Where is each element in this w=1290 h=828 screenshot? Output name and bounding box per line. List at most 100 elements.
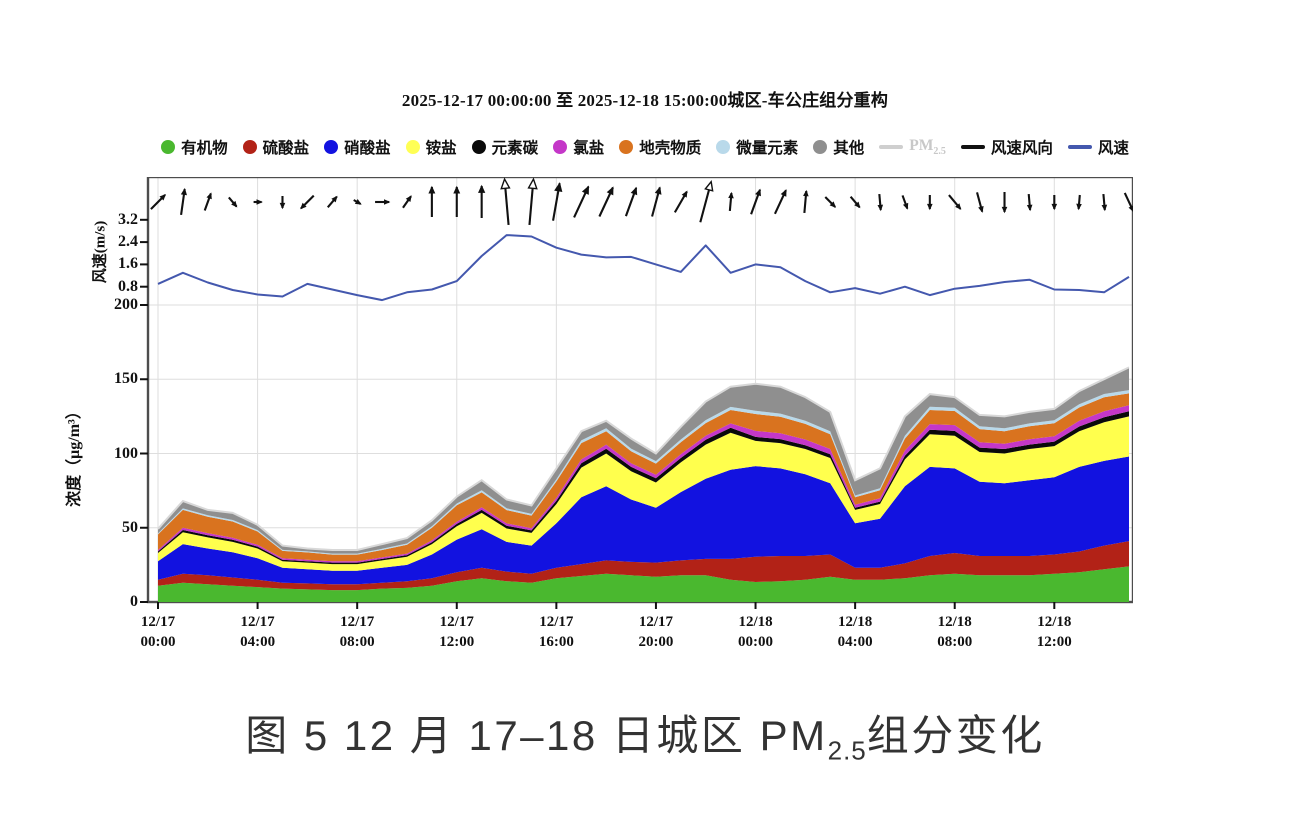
wind-axis-label: 风速(m/s) (92, 220, 109, 284)
legend: 有机物 硫酸盐 硝酸盐 铵盐 元素碳 氯盐 地壳物质 微量元素 其他 PM2.5 风速风向 风速 (0, 136, 1290, 158)
wind-arrow-head (755, 188, 761, 197)
x-tick-label: 12/17 16:00 (538, 614, 574, 651)
caption-subscript: 2.5 (827, 735, 867, 766)
legend-item-元素碳: 元素碳 (471, 136, 539, 158)
wind-arrow-head (500, 177, 511, 190)
legend-label: 硫酸盐 (262, 140, 310, 157)
legend-swatch (405, 140, 420, 154)
x-tick-label: 12/18 08:00 (937, 614, 973, 651)
x-tick-label: 12/18 04:00 (837, 614, 873, 651)
stack-area-硫酸盐 (158, 541, 1129, 591)
legend-item-铵盐: 铵盐 (405, 136, 457, 158)
wind-arrow-head (581, 185, 589, 195)
legend-label: 元素碳 (491, 140, 539, 157)
legend-label: 风速风向 (990, 140, 1053, 157)
legend-item-风速: 风速 (1067, 136, 1129, 158)
x-tick-label: 12/17 12:00 (439, 614, 475, 651)
wind-arrow-head (331, 195, 338, 203)
legend-swatch (879, 145, 904, 149)
wind-arrow-head (1001, 206, 1008, 214)
conc-y-tick-label: 0 (130, 593, 138, 610)
wind-arrow-head (927, 203, 933, 211)
figure-caption: 图 5 12 月 17–18 日城区 PM2.5组分变化 (0, 702, 1290, 766)
stack-area-铵盐 (158, 416, 1129, 571)
wind-arrow-head (405, 195, 412, 203)
wind-arrow-head (478, 184, 486, 193)
x-tick-label: 12/17 00:00 (140, 614, 176, 651)
wind-arrow-head (206, 192, 212, 200)
legend-swatch (716, 140, 731, 154)
conc-y-tick-label: 100 (114, 444, 138, 462)
legend-item-硝酸盐: 硝酸盐 (324, 136, 391, 158)
wind-arrow-head (978, 206, 984, 213)
legend-item-氯盐: 氯盐 (553, 136, 604, 158)
legend-item-地壳物质: 地壳物质 (619, 136, 701, 158)
wind-y-tick-label: 3.2 (118, 210, 138, 228)
x-tick-label: 12/18 00:00 (738, 614, 774, 651)
conc-y-tick-label: 50 (122, 518, 138, 536)
x-tick-label: 12/17 20:00 (638, 614, 674, 651)
legend-label: 地壳物质 (639, 140, 702, 157)
legend-swatch (471, 140, 486, 154)
legend-label: 硝酸盐 (344, 140, 391, 157)
wind-arrow-head (384, 199, 391, 205)
wind-arrow-head (829, 201, 837, 208)
wind-y-tick-label: 1.6 (118, 255, 138, 273)
wind-arrow-shaft (504, 187, 510, 226)
wind-y-tick-label: 2.4 (118, 233, 138, 251)
legend-label: 有机物 (181, 140, 228, 157)
legend-swatch (161, 140, 176, 154)
caption-text-suffix: 组分变化 (866, 712, 1045, 759)
wind-arrow-head (681, 190, 688, 198)
wind-arrow-head (279, 202, 286, 210)
legend-swatch (619, 140, 634, 154)
stack-area-硝酸盐 (158, 456, 1129, 585)
legend-label: 微量元素 (736, 140, 799, 157)
wind-arrow-shaft (699, 188, 711, 223)
legend-item-其他: 其他 (813, 136, 864, 158)
legend-swatch (813, 140, 828, 154)
wind-speed-line (157, 234, 1130, 302)
wind-arrow-head (654, 186, 662, 195)
stack-area-有机物 (158, 566, 1129, 602)
conc-y-tick-label: 150 (114, 370, 138, 388)
wind-arrow-head (955, 203, 962, 210)
pm25-line (157, 366, 1130, 551)
wind-arrow-head (1101, 204, 1108, 212)
legend-swatch (1067, 145, 1092, 149)
legend-swatch (960, 145, 985, 149)
legend-item-有机物: 有机物 (161, 136, 228, 158)
wind-arrow-head (1076, 203, 1082, 211)
wind-arrow-head (803, 189, 809, 197)
legend-item-PM: PM2.5 (879, 137, 946, 157)
wind-arrow-head (527, 177, 538, 190)
wind-arrow-head (300, 202, 307, 210)
wind-arrow-head (1128, 205, 1133, 212)
wind-arrow-head (231, 200, 238, 208)
legend-item-微量元素: 微量元素 (716, 136, 798, 158)
legend-label: 氯盐 (573, 140, 605, 157)
x-tick-label: 12/18 12:00 (1036, 614, 1072, 651)
legend-label: 其他 (833, 140, 865, 157)
wind-arrow-head (1026, 204, 1033, 212)
legend-swatch (242, 140, 257, 154)
wind-arrow-head (780, 189, 787, 197)
wind-arrow-head (630, 186, 638, 196)
legend-swatch (324, 140, 339, 154)
wind-arrow-head (704, 180, 714, 192)
legend-label: 铵盐 (425, 140, 457, 157)
wind-arrow-head (554, 182, 563, 193)
x-tick-label: 12/17 08:00 (339, 614, 375, 651)
wind-arrow-head (902, 202, 909, 210)
wind-arrow-head (180, 187, 187, 196)
legend-label-subscript: 2.5 (933, 146, 946, 158)
wind-arrow-head (453, 185, 461, 194)
legend-item-风速风向: 风速风向 (960, 136, 1053, 158)
legend-label: 风速 (1097, 140, 1129, 157)
wind-arrow-head (428, 185, 436, 194)
wind-arrow-head (1051, 203, 1058, 211)
wind-arrow-head (854, 201, 861, 209)
caption-text: 图 5 12 月 17–18 日城区 PM (245, 712, 828, 759)
wind-arrow-head (354, 199, 362, 205)
